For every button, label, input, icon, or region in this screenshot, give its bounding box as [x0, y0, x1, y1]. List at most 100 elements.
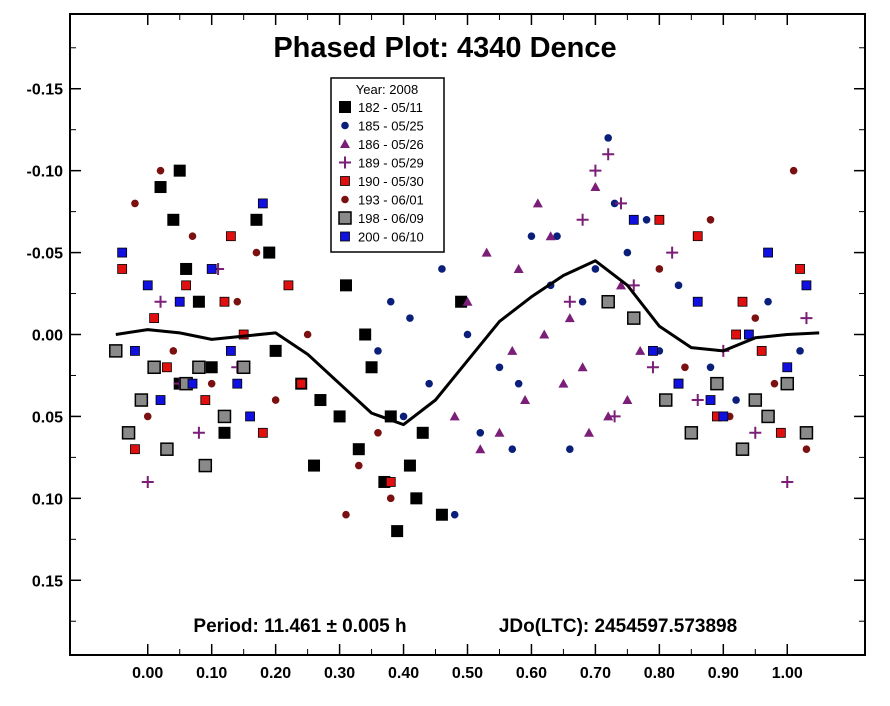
data-point — [283, 280, 294, 291]
data-point — [162, 362, 172, 373]
data-point — [121, 426, 136, 440]
data-point — [590, 182, 601, 192]
data-point — [775, 427, 786, 438]
data-point — [623, 248, 632, 257]
data-point — [608, 410, 621, 423]
data-point — [333, 410, 346, 423]
data-point — [732, 396, 740, 404]
period-label: Period: 11.461 ± 0.005 h — [193, 616, 406, 637]
data-point — [308, 459, 321, 472]
data-point — [800, 312, 813, 325]
data-point — [789, 166, 798, 175]
data-point — [399, 412, 408, 421]
series-1 — [374, 134, 804, 519]
data-point — [764, 297, 772, 306]
data-point — [342, 510, 350, 519]
x-tick-label: 0.70 — [580, 665, 611, 682]
data-point — [354, 461, 363, 470]
data-point — [174, 296, 185, 307]
data-point — [263, 246, 276, 259]
data-point — [232, 378, 243, 389]
data-point — [156, 166, 165, 175]
data-point — [610, 199, 619, 208]
data-point — [802, 445, 811, 453]
data-point — [642, 216, 651, 224]
data-point — [167, 213, 180, 226]
data-point — [578, 297, 587, 306]
legend-label: 182 - 05/11 — [358, 100, 423, 115]
data-point — [648, 345, 658, 356]
y-tick-label: -0.05 — [27, 246, 64, 263]
data-point — [200, 395, 211, 405]
data-point — [756, 345, 767, 356]
chart-title: Phased Plot: 4340 Dence — [273, 32, 616, 64]
data-point — [553, 232, 561, 240]
data-point — [365, 361, 378, 374]
data-point — [655, 265, 664, 273]
x-tick-label: 0.90 — [708, 665, 739, 682]
legend-label: 189 - 05/29 — [358, 156, 424, 171]
legend-marker — [339, 156, 351, 169]
data-point — [386, 494, 395, 503]
data-point — [615, 280, 626, 290]
data-point — [352, 443, 365, 456]
data-point — [566, 445, 574, 453]
legend-marker — [341, 195, 349, 204]
data-point — [780, 376, 795, 391]
data-point — [563, 295, 576, 308]
data-point — [192, 295, 205, 308]
data-point — [495, 363, 504, 372]
data-point — [731, 329, 741, 340]
data-point — [141, 475, 154, 488]
data-point — [514, 379, 523, 388]
data-point — [303, 330, 312, 339]
data-point — [770, 379, 779, 388]
data-point — [192, 360, 206, 375]
data-point — [142, 280, 153, 291]
data-point — [374, 429, 382, 437]
data-point — [205, 361, 218, 374]
data-point — [109, 344, 123, 358]
legend-marker — [340, 139, 350, 148]
data-point — [635, 345, 646, 355]
x-tick-label: 1.00 — [772, 665, 803, 682]
data-point — [691, 394, 704, 407]
data-point — [154, 295, 167, 308]
data-point — [314, 394, 327, 407]
data-point — [763, 247, 773, 258]
data-point — [155, 395, 166, 405]
data-point — [666, 246, 679, 259]
data-point — [410, 492, 423, 505]
data-point — [604, 134, 612, 142]
data-point — [181, 280, 192, 291]
data-point — [801, 280, 812, 291]
data-point — [706, 363, 715, 372]
data-point — [751, 314, 760, 322]
data-point — [494, 427, 505, 437]
data-point — [539, 329, 550, 339]
chart-marks — [109, 134, 820, 538]
y-tick-label: 0.10 — [32, 491, 63, 508]
data-point — [584, 427, 595, 437]
data-point — [627, 311, 641, 325]
data-point — [180, 262, 193, 275]
data-point — [603, 411, 614, 421]
data-point — [425, 379, 433, 388]
data-point — [131, 199, 139, 208]
data-point — [577, 362, 588, 372]
data-point — [187, 378, 198, 389]
data-point — [435, 508, 448, 521]
data-point — [614, 197, 627, 210]
data-point — [692, 231, 703, 242]
data-point — [601, 294, 615, 309]
data-point — [406, 314, 414, 322]
data-point — [795, 264, 805, 274]
data-point — [564, 313, 575, 323]
x-tick-label: 0.50 — [452, 665, 483, 682]
data-point — [169, 347, 178, 355]
data-point — [198, 458, 213, 473]
data-point — [622, 395, 633, 405]
data-point — [628, 214, 639, 225]
data-point — [218, 426, 231, 439]
